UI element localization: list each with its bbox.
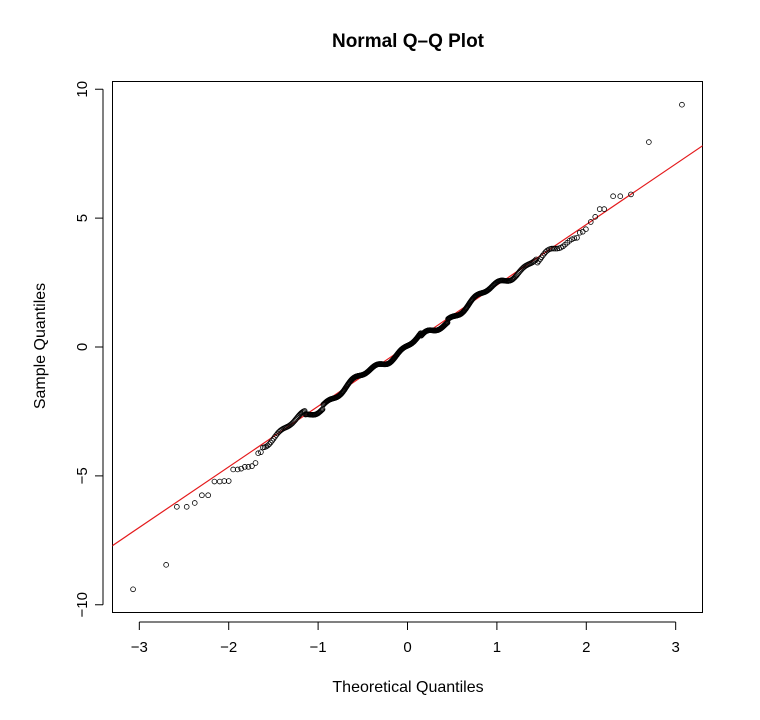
y-axis: −10 −5 0 5 10 xyxy=(74,81,104,617)
y-tick-label: 0 xyxy=(74,343,91,351)
data-point xyxy=(579,228,586,235)
data-point xyxy=(245,464,252,470)
data-point xyxy=(534,259,541,266)
data-point xyxy=(205,492,211,499)
data-point xyxy=(541,250,548,257)
data-point xyxy=(540,252,546,259)
data-point xyxy=(550,245,557,252)
data-point xyxy=(199,492,205,499)
data-point xyxy=(628,191,634,198)
y-tick-label: 5 xyxy=(74,214,91,222)
data-point xyxy=(576,229,583,236)
data-point xyxy=(174,504,180,510)
data-point xyxy=(130,586,136,593)
data-point xyxy=(267,439,274,446)
data-point xyxy=(163,562,169,568)
data-point xyxy=(574,234,580,241)
data-point xyxy=(646,139,652,145)
x-tick-label: −2 xyxy=(220,639,237,656)
data-point xyxy=(249,463,255,469)
plot-marks xyxy=(112,101,703,593)
data-point xyxy=(610,193,616,200)
data-point xyxy=(571,235,578,242)
y-tick-label: −10 xyxy=(74,592,91,617)
y-tick-label: −5 xyxy=(74,467,91,484)
data-point xyxy=(679,101,685,108)
data-point xyxy=(266,441,273,447)
data-point xyxy=(225,478,232,484)
data-point xyxy=(544,247,551,254)
data-point xyxy=(318,407,324,414)
data-point xyxy=(583,226,589,232)
chart-title: Normal Q–Q Plot xyxy=(332,31,485,52)
plot-area xyxy=(112,101,703,593)
plot-frame xyxy=(112,81,703,613)
data-point xyxy=(587,219,594,225)
data-point xyxy=(511,275,517,282)
y-tick-label: 10 xyxy=(74,81,91,98)
x-tick-label: 2 xyxy=(582,639,590,656)
data-point xyxy=(234,466,241,473)
data-point xyxy=(319,407,325,413)
data-point xyxy=(211,478,218,485)
data-point xyxy=(255,450,262,457)
x-tick-label: −3 xyxy=(131,639,148,656)
data-point xyxy=(264,442,271,449)
data-point xyxy=(592,214,599,220)
data-point xyxy=(191,500,198,506)
data-point xyxy=(443,320,449,327)
x-tick-label: 1 xyxy=(493,639,501,656)
data-point xyxy=(183,504,190,510)
data-point xyxy=(535,258,542,264)
y-axis-label: Sample Quantiles xyxy=(32,283,49,409)
data-point xyxy=(552,245,559,252)
data-point xyxy=(569,236,575,243)
data-point xyxy=(216,478,223,485)
data-point xyxy=(258,449,264,455)
x-tick-label: −1 xyxy=(310,639,327,656)
data-point xyxy=(252,460,259,466)
data-point xyxy=(617,193,624,200)
data-point xyxy=(554,245,561,252)
data-point xyxy=(601,206,607,212)
x-axis: −3 −2 −1 0 1 2 3 xyxy=(131,621,680,656)
data-point xyxy=(272,434,278,440)
data-point xyxy=(242,464,248,470)
data-point xyxy=(549,245,555,252)
x-tick-label: 3 xyxy=(672,639,680,656)
x-axis-label: Theoretical Quantiles xyxy=(332,679,483,696)
x-tick-label: 0 xyxy=(403,639,411,656)
